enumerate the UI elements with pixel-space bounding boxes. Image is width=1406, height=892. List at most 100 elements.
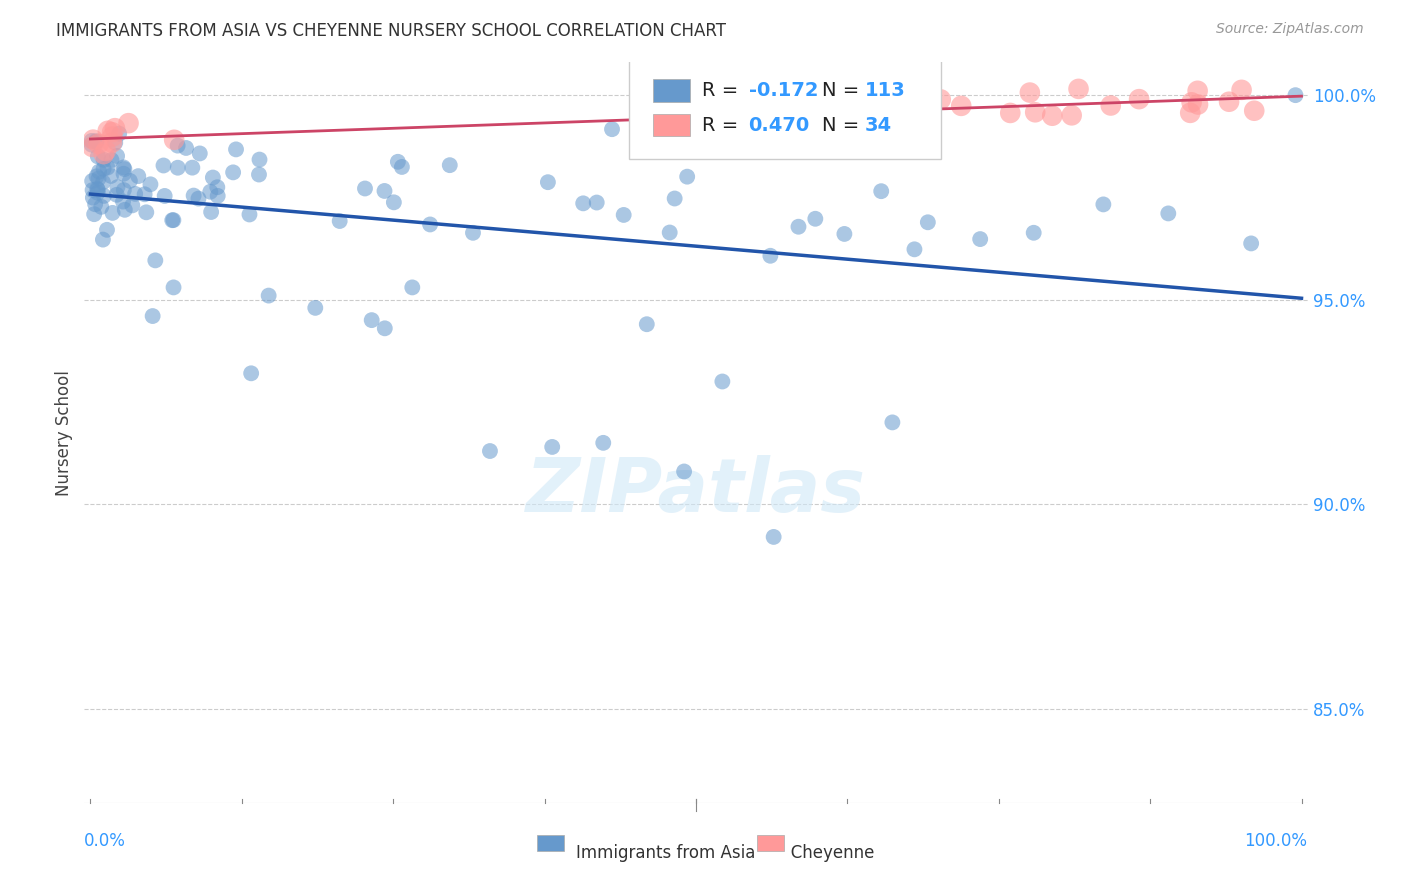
Point bbox=[1284, 88, 1306, 103]
Point bbox=[903, 243, 925, 257]
Point bbox=[592, 435, 614, 450]
Point bbox=[374, 321, 396, 335]
Point bbox=[93, 153, 115, 167]
Point bbox=[225, 142, 247, 156]
Point bbox=[870, 184, 893, 198]
Point bbox=[124, 186, 146, 201]
Point bbox=[183, 188, 205, 202]
Point bbox=[658, 226, 681, 240]
Point bbox=[905, 100, 928, 114]
Point bbox=[207, 180, 229, 194]
Point bbox=[585, 195, 607, 210]
Point bbox=[762, 110, 785, 124]
Text: 0.470: 0.470 bbox=[748, 116, 810, 135]
Point bbox=[636, 317, 658, 331]
Text: 100.0%: 100.0% bbox=[1244, 832, 1308, 850]
Point bbox=[87, 183, 110, 197]
Point bbox=[139, 178, 162, 192]
Point bbox=[135, 205, 157, 219]
Point bbox=[222, 165, 245, 179]
Point bbox=[87, 149, 110, 163]
Point bbox=[1187, 84, 1209, 98]
Point bbox=[329, 214, 352, 228]
Point bbox=[112, 161, 135, 175]
Text: -0.172: -0.172 bbox=[748, 81, 818, 100]
Point bbox=[537, 175, 560, 189]
Point bbox=[787, 219, 810, 234]
Point bbox=[87, 171, 110, 186]
Point bbox=[1092, 197, 1115, 211]
Point bbox=[1230, 83, 1253, 97]
Point bbox=[84, 197, 107, 211]
Point bbox=[664, 192, 686, 206]
Point bbox=[82, 140, 104, 154]
Y-axis label: Nursery School: Nursery School bbox=[55, 369, 73, 496]
Point bbox=[107, 180, 129, 194]
Point bbox=[759, 249, 782, 263]
Point bbox=[387, 154, 409, 169]
Point bbox=[1060, 108, 1083, 122]
Text: 113: 113 bbox=[865, 81, 905, 100]
Point bbox=[240, 367, 263, 381]
FancyBboxPatch shape bbox=[654, 79, 690, 102]
Point bbox=[91, 233, 114, 247]
Point bbox=[112, 167, 135, 181]
Point bbox=[673, 465, 696, 479]
Point bbox=[901, 106, 924, 120]
Text: 0.0%: 0.0% bbox=[84, 832, 127, 850]
Point bbox=[201, 170, 224, 185]
Point bbox=[111, 194, 134, 209]
Point bbox=[391, 160, 413, 174]
Point bbox=[82, 174, 104, 188]
Point bbox=[478, 444, 501, 458]
Point bbox=[257, 288, 280, 302]
Point bbox=[1040, 109, 1063, 123]
Point bbox=[382, 195, 405, 210]
Point bbox=[162, 280, 184, 294]
Point bbox=[80, 137, 103, 152]
Text: N =: N = bbox=[823, 81, 866, 100]
Point bbox=[104, 136, 127, 150]
Point bbox=[1018, 86, 1040, 100]
Point bbox=[83, 207, 105, 221]
Point bbox=[572, 196, 595, 211]
Point bbox=[174, 141, 197, 155]
Point bbox=[1022, 226, 1045, 240]
Point bbox=[1157, 206, 1180, 220]
Point bbox=[153, 189, 176, 203]
Text: 34: 34 bbox=[865, 116, 891, 135]
Point bbox=[96, 161, 118, 175]
Point bbox=[439, 158, 461, 172]
Point bbox=[187, 192, 209, 206]
Point bbox=[82, 133, 104, 147]
Point bbox=[105, 187, 128, 202]
Point bbox=[1181, 95, 1204, 110]
Point bbox=[1180, 106, 1202, 120]
Point bbox=[134, 187, 156, 202]
Point bbox=[91, 175, 114, 189]
Point bbox=[1099, 98, 1122, 112]
Point bbox=[101, 125, 124, 139]
Point bbox=[917, 215, 939, 229]
Point bbox=[238, 207, 260, 221]
Point bbox=[86, 182, 108, 196]
Point bbox=[108, 127, 131, 141]
Point bbox=[84, 134, 107, 148]
Point bbox=[105, 149, 128, 163]
Text: R =: R = bbox=[702, 81, 745, 100]
Point bbox=[419, 218, 441, 232]
Point bbox=[200, 185, 222, 199]
Point bbox=[163, 133, 186, 147]
Point bbox=[162, 213, 184, 227]
Point bbox=[804, 211, 827, 226]
Point bbox=[762, 530, 785, 544]
Point bbox=[127, 169, 149, 183]
Point bbox=[1187, 97, 1209, 112]
Text: N =: N = bbox=[823, 116, 866, 135]
Point bbox=[969, 232, 991, 246]
Text: R =: R = bbox=[702, 116, 745, 135]
Point bbox=[929, 92, 952, 106]
Point bbox=[181, 161, 204, 175]
Point bbox=[100, 153, 122, 167]
Point bbox=[600, 122, 623, 136]
